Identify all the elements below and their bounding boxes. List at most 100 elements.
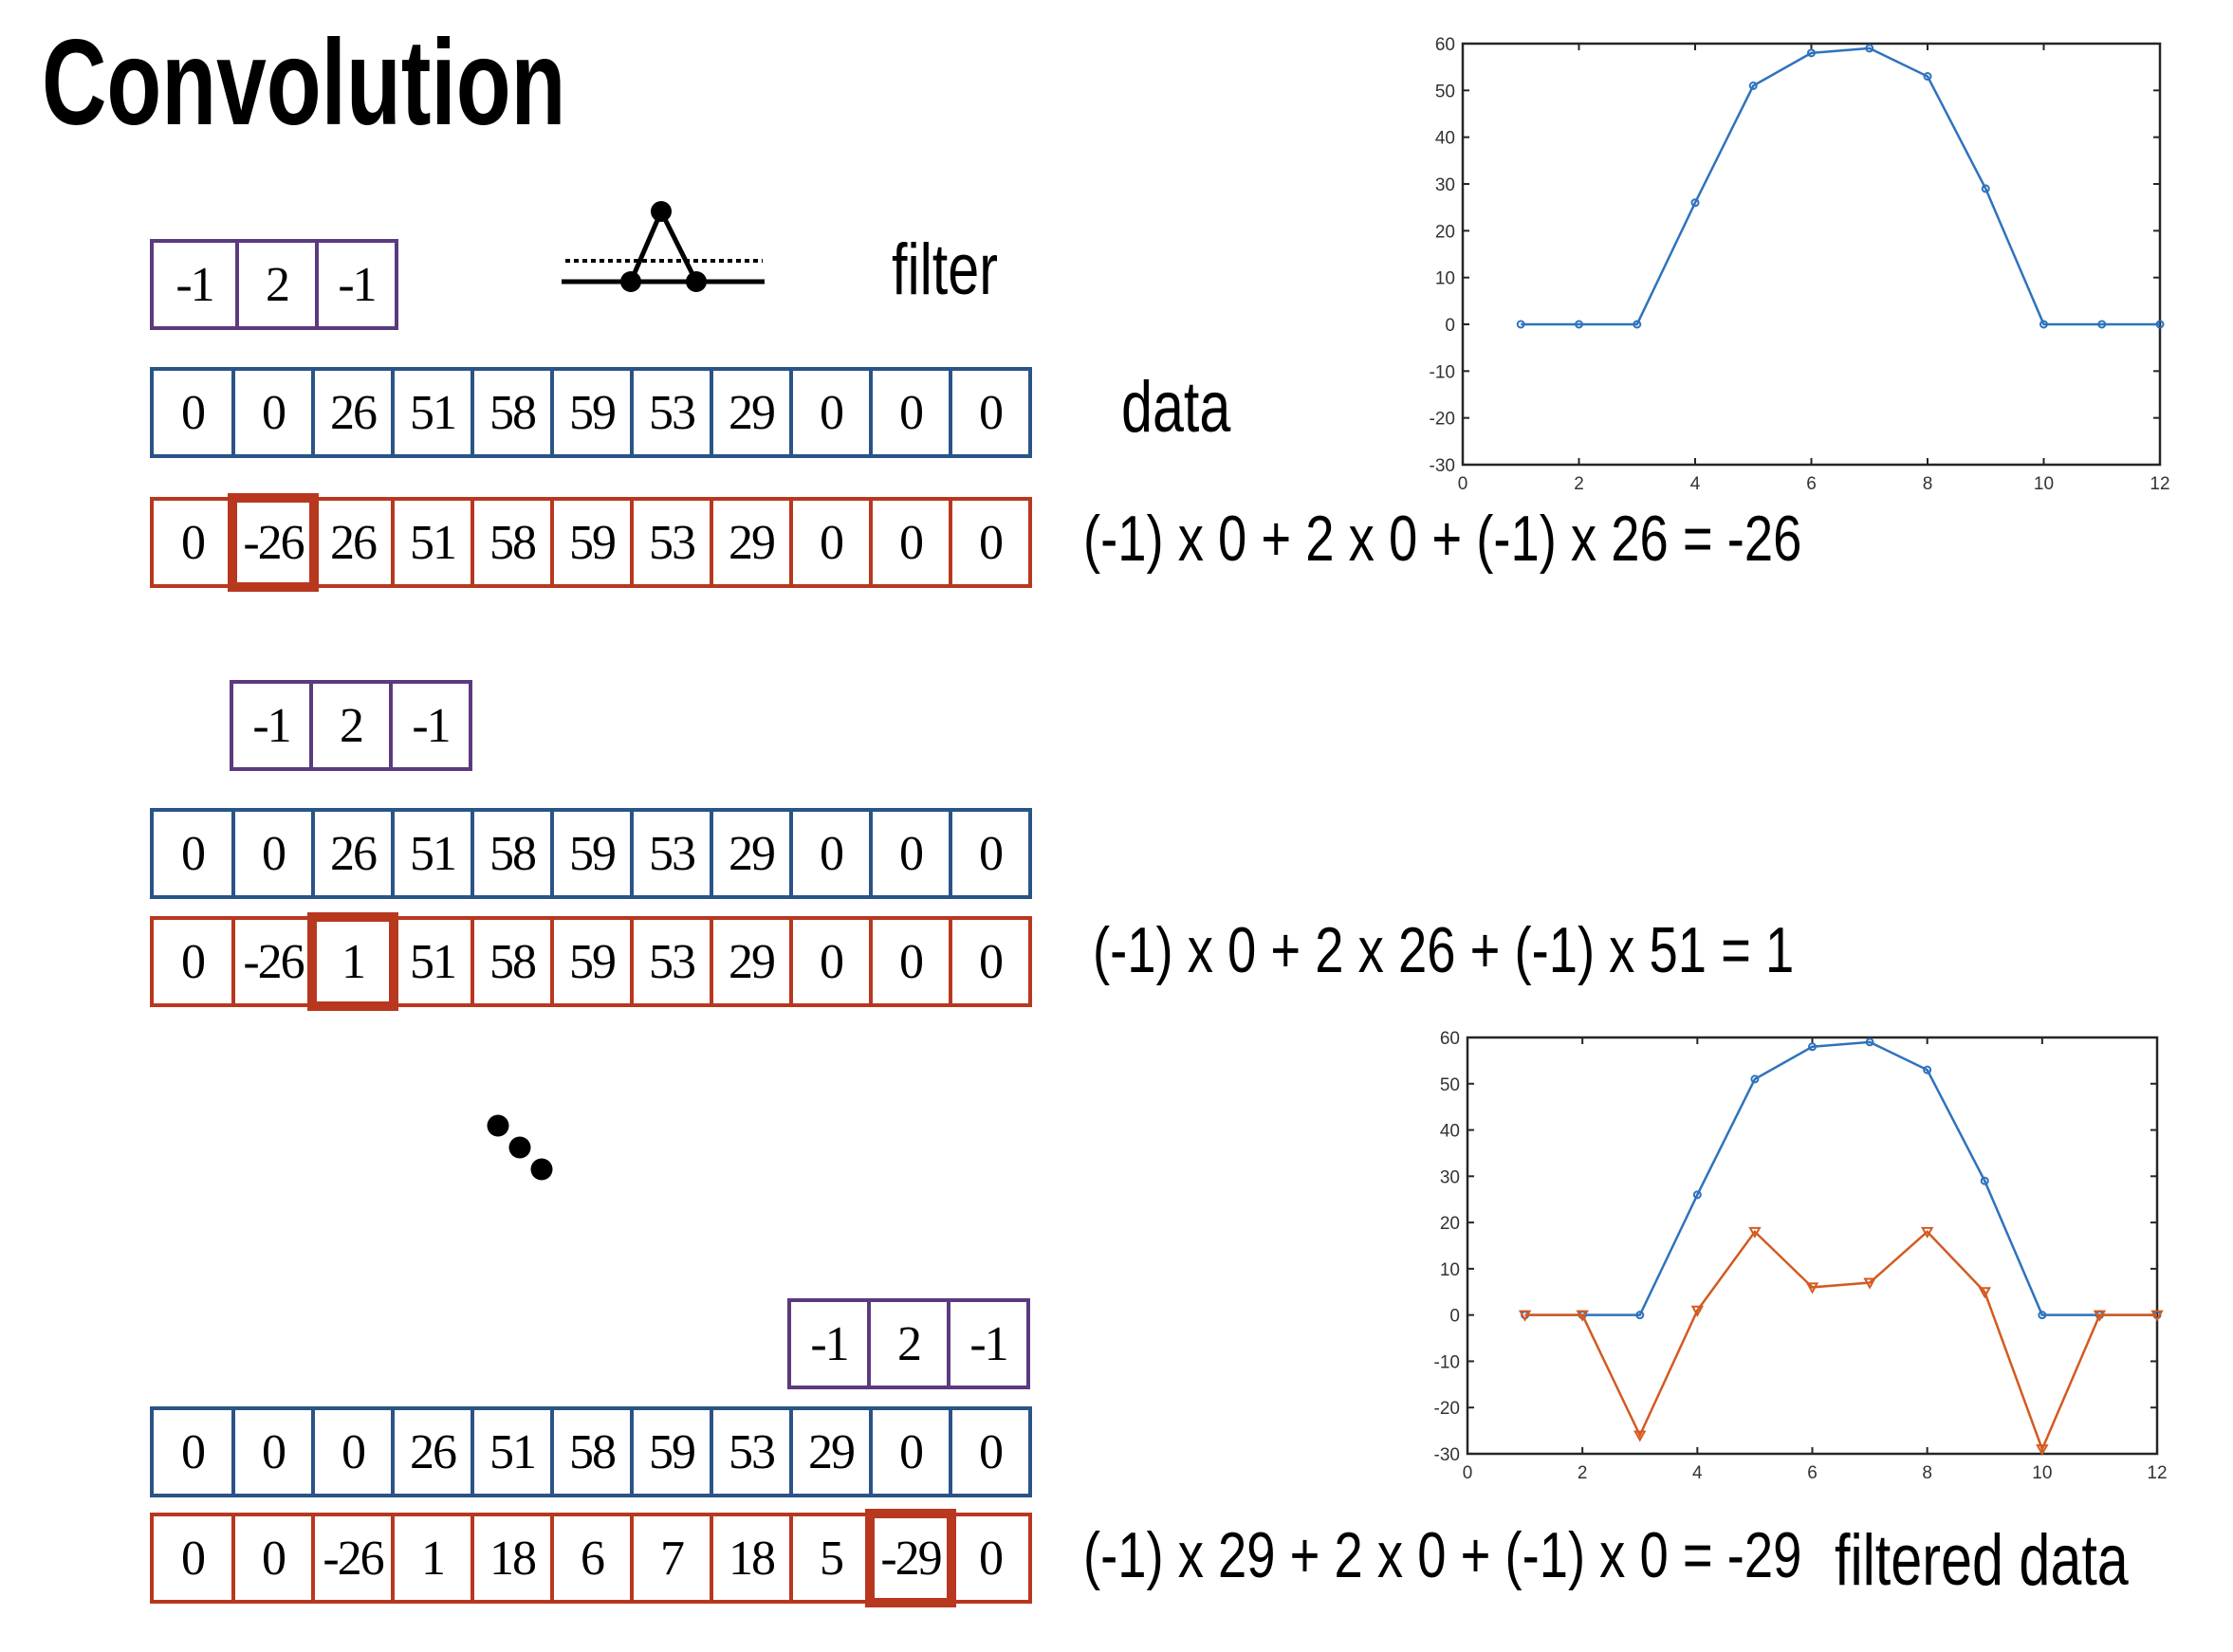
result-cell-highlighted: -26 [228,493,319,592]
result-cell: 59 [550,497,634,588]
filter-cell: -1 [230,680,313,771]
svg-text:30: 30 [1440,1167,1460,1187]
result-cell: 58 [471,497,554,588]
result-cell: 53 [630,497,713,588]
filter-cell: -1 [389,680,472,771]
data-chart: 0 2 4 6 8 10 12 -30 -20 -10 0 10 20 30 40 50 60 [1430,35,2170,494]
svg-text:10: 10 [2034,474,2054,494]
result-cell: 7 [630,1513,713,1604]
ellipsis-dots-icon [487,1114,553,1181]
result-cell: 0 [869,916,952,1007]
data-cell: 0 [949,808,1032,899]
svg-text:0: 0 [1445,316,1455,336]
svg-text:12: 12 [2147,1463,2167,1483]
data-cell: 0 [231,1406,315,1497]
filter-row-step3: -1 2 -1 [787,1298,1030,1389]
filter-row-step1: -1 2 -1 [150,239,398,330]
filter-cell: -1 [947,1298,1030,1389]
page-title: Convolution [42,15,566,151]
result-row-step3: 0 0 -26 1 18 6 7 18 5 -29 0 [150,1509,1032,1607]
result-cell: 0 [789,497,873,588]
svg-text:-20: -20 [1434,1399,1460,1419]
data-cell: 0 [231,367,315,458]
data-cell: 0 [150,367,235,458]
result-cell: 0 [231,1513,315,1604]
svg-text:6: 6 [1806,474,1817,494]
svg-text:-10: -10 [1434,1352,1460,1372]
data-cell: 59 [550,367,634,458]
data-cell: 29 [710,367,793,458]
result-cell: 51 [391,497,474,588]
data-cell: 0 [949,367,1032,458]
svg-text:50: 50 [1435,82,1455,101]
data-cell: 0 [949,1406,1032,1497]
data-cell: 0 [869,1406,952,1497]
result-cell-highlighted: -29 [865,1509,956,1607]
filter-cell: -1 [150,239,239,330]
filtered-data-label: filtered data [1835,1520,2129,1601]
filter-cell: -1 [787,1298,871,1389]
result-cell: 0 [150,916,235,1007]
svg-text:-30: -30 [1430,456,1455,476]
svg-text:-30: -30 [1434,1445,1460,1465]
result-row-step1: 0 -26 26 51 58 59 53 29 0 0 0 [150,493,1032,592]
filter-kernel-icon [562,201,765,292]
data-cell: 58 [471,808,554,899]
result-cell: 53 [630,916,713,1007]
result-cell: -26 [231,916,315,1007]
result-cell: 18 [710,1513,793,1604]
data-cell: 0 [789,367,873,458]
data-cell: 53 [630,808,713,899]
result-cell: 0 [949,497,1032,588]
data-cell: 53 [710,1406,793,1497]
svg-text:8: 8 [1922,1463,1932,1483]
result-cell: 51 [391,916,474,1007]
svg-text:4: 4 [1690,474,1701,494]
svg-text:2: 2 [1578,1463,1588,1483]
data-cell: 51 [391,808,474,899]
svg-text:6: 6 [1807,1463,1818,1483]
result-cell-highlighted: 1 [307,912,398,1011]
data-cell: 0 [311,1406,395,1497]
result-cell: 29 [710,916,793,1007]
svg-text:60: 60 [1435,35,1455,55]
filter-cell: 2 [235,239,319,330]
result-cell: 5 [789,1513,873,1604]
equation-step3: (-1) x 29 + 2 x 0 + (-1) x 0 = -29 [1083,1519,1802,1591]
result-cell: 29 [710,497,793,588]
svg-text:2: 2 [1574,474,1584,494]
data-cell: 29 [710,808,793,899]
data-row-step1: 0 0 26 51 58 59 53 29 0 0 0 [150,367,1032,458]
result-cell: 59 [550,916,634,1007]
data-label: data [1121,367,1231,448]
data-row-step3: 0 0 0 26 51 58 59 53 29 0 0 [150,1406,1032,1497]
data-cell: 0 [869,808,952,899]
data-cell: 51 [471,1406,554,1497]
data-cell: 59 [630,1406,713,1497]
data-cell: 0 [869,367,952,458]
result-cell: 6 [550,1513,634,1604]
equation-step2: (-1) x 0 + 2 x 26 + (-1) x 51 = 1 [1093,914,1795,986]
data-cell: 58 [471,367,554,458]
data-cell: 26 [391,1406,474,1497]
result-cell: 0 [949,916,1032,1007]
data-cell: 59 [550,808,634,899]
result-cell: 0 [789,916,873,1007]
filter-cell: -1 [315,239,398,330]
svg-text:0: 0 [1449,1307,1460,1327]
svg-text:50: 50 [1440,1075,1460,1095]
svg-text:0: 0 [1458,474,1468,494]
svg-text:20: 20 [1435,222,1455,242]
data-cell: 0 [789,808,873,899]
data-cell: 0 [231,808,315,899]
svg-text:20: 20 [1440,1214,1460,1234]
data-cell: 51 [391,367,474,458]
result-cell: 0 [949,1513,1032,1604]
result-cell: 18 [471,1513,554,1604]
filter-label: filter [892,229,998,310]
filtered-data-chart: 0 2 4 6 8 10 12 -30 -20 -10 0 10 20 30 40 50 60 [1434,1029,2168,1483]
filter-cell: 2 [867,1298,950,1389]
svg-text:10: 10 [2032,1463,2052,1483]
svg-text:10: 10 [1440,1260,1460,1280]
svg-text:12: 12 [2150,474,2169,494]
